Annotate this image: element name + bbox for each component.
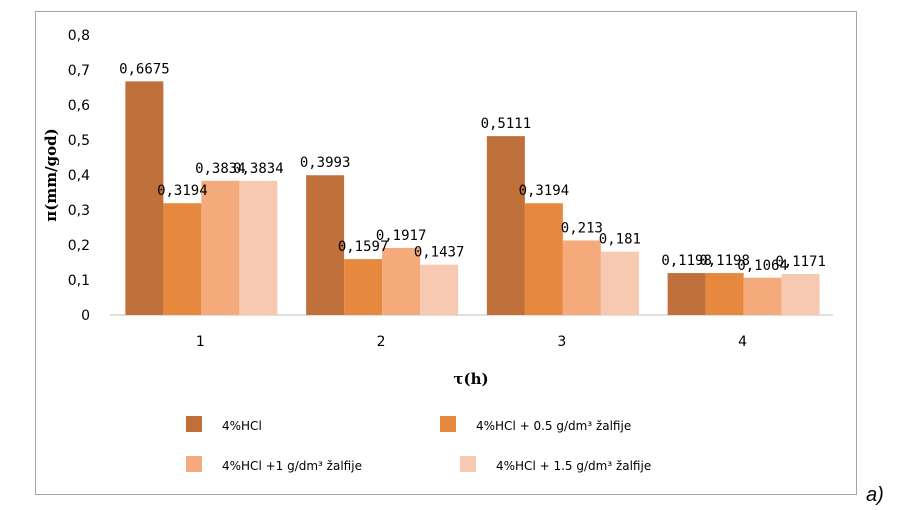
legend-swatch — [186, 416, 202, 432]
x-tick-label: 2 — [377, 334, 386, 350]
data-label: 0,213 — [561, 220, 603, 236]
data-label: 0,1198 — [661, 253, 712, 269]
y-tick-label: 0,5 — [68, 133, 90, 149]
bar — [781, 274, 820, 315]
data-label: 0,3834 — [195, 161, 246, 177]
legend-label: 4%HCl +1 g/dm³ žalfije — [222, 459, 362, 473]
y-tick-label: 0,8 — [68, 28, 90, 44]
data-label: 0,1198 — [699, 253, 750, 269]
bar — [486, 136, 525, 315]
y-axis-ticks: 0 0,1 0,2 0,3 0,4 0,5 0,6 0,7 0,8 — [68, 28, 90, 324]
x-tick-label: 3 — [557, 334, 566, 350]
data-label: 0,1437 — [414, 245, 465, 261]
chart-frame — [35, 11, 857, 495]
bar — [600, 251, 639, 315]
y-tick-label: 0 — [81, 308, 90, 324]
bar — [743, 277, 782, 315]
bar — [524, 203, 563, 315]
data-label: 0,3194 — [519, 183, 570, 199]
legend-label: 4%HCl — [222, 419, 262, 433]
data-label: 0,1064 — [737, 258, 788, 274]
bar — [306, 175, 345, 315]
bar — [667, 273, 706, 315]
data-label: 0,5111 — [481, 116, 532, 132]
data-label: 0,3194 — [157, 183, 208, 199]
y-tick-label: 0,7 — [68, 63, 90, 79]
y-tick-label: 0,2 — [68, 238, 90, 254]
y-tick-label: 0,3 — [68, 203, 90, 219]
bar — [201, 180, 240, 315]
y-tick-label: 0,6 — [68, 98, 90, 114]
data-label: 0,181 — [599, 232, 641, 248]
legend-swatch — [186, 456, 202, 472]
y-tick-label: 0,1 — [68, 273, 90, 289]
x-tick-label: 1 — [196, 334, 205, 350]
bar — [344, 259, 383, 315]
x-axis-title: τ(h) — [453, 370, 488, 388]
panel-tag: a) — [866, 484, 884, 506]
bar — [705, 273, 744, 315]
bar — [382, 247, 421, 315]
data-label: 0,3834 — [233, 161, 284, 177]
x-tick-label: 4 — [738, 334, 747, 350]
legend-swatch — [460, 456, 476, 472]
y-tick-label: 0,4 — [68, 168, 90, 184]
bar — [163, 203, 202, 315]
legend-label: 4%HCl + 1.5 g/dm³ žalfije — [496, 459, 651, 473]
data-label: 0,1171 — [775, 254, 826, 270]
data-label: 0,6675 — [119, 61, 170, 77]
x-axis-ticks: 1 2 3 4 — [196, 334, 747, 350]
bar — [420, 264, 459, 315]
y-axis-title: π(mm/god) — [42, 128, 60, 221]
bar — [562, 240, 601, 315]
bar — [239, 180, 278, 315]
legend: 4%HCl 4%HCl + 0.5 g/dm³ žalfije 4%HCl +1 g… — [186, 416, 651, 473]
bars — [125, 81, 820, 315]
legend-label: 4%HCl + 0.5 g/dm³ žalfije — [476, 419, 631, 433]
bar — [125, 81, 164, 315]
data-label: 0,3993 — [300, 155, 351, 171]
data-label: 0,1597 — [338, 239, 389, 255]
data-label: 0,1917 — [376, 228, 427, 244]
legend-swatch — [440, 416, 456, 432]
